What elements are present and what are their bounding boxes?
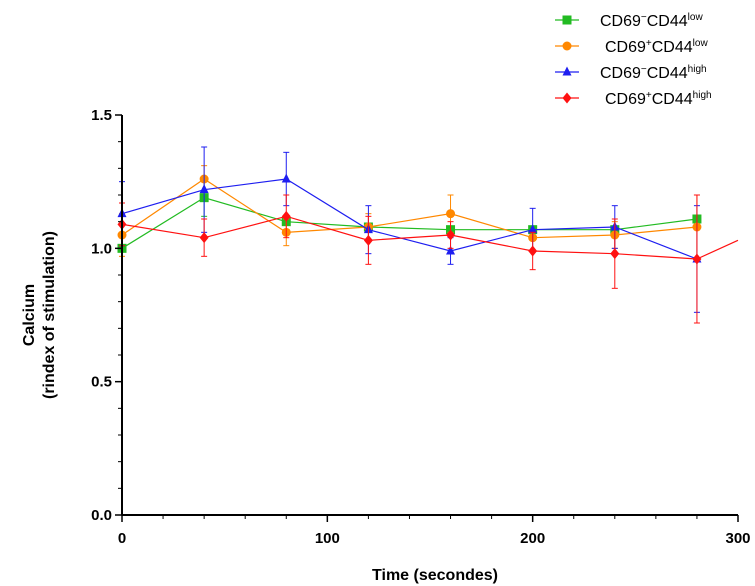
legend-superscript: + <box>646 90 652 101</box>
legend-text: CD69 <box>600 13 641 30</box>
legend-item-1: CD69−CD44low <box>555 12 703 30</box>
data-point <box>281 210 291 222</box>
x-tick-label: 300 <box>725 530 750 547</box>
y-tick-label: 0.0 <box>91 507 112 524</box>
legend-superscript: low <box>693 38 709 49</box>
data-point <box>528 245 538 257</box>
legend-text: CD69 <box>605 91 646 108</box>
y-axis-title: Calcium (rindex of stimulation) <box>21 231 58 399</box>
legend: CD69−CD44lowCD69+CD44lowCD69−CD44highCD6… <box>555 12 712 108</box>
y-axis-title-line1: Calcium <box>21 284 38 346</box>
legend-marker <box>562 15 572 25</box>
series-line <box>121 178 698 260</box>
legend-text: CD69 <box>605 39 646 56</box>
data-point <box>446 229 456 241</box>
legend-item-3: CD69−CD44high <box>555 64 707 82</box>
x-tick-label: 0 <box>118 530 126 547</box>
data-point <box>363 234 373 246</box>
series-2 <box>117 165 702 260</box>
series-line <box>121 197 698 249</box>
legend-superscript: − <box>641 12 647 23</box>
legend-text: CD44 <box>647 13 688 30</box>
legend-superscript: high <box>688 64 707 75</box>
legend-label: CD69−CD44high <box>600 64 707 82</box>
data-point <box>446 245 456 255</box>
series-4-tail <box>696 239 739 260</box>
legend-text: CD69 <box>600 65 641 82</box>
data-point <box>281 173 291 183</box>
legend-label: CD69−CD44low <box>600 12 703 30</box>
series-line <box>121 215 697 260</box>
legend-text: CD44 <box>652 91 693 108</box>
legend-item-4: CD69+CD44high <box>555 90 712 108</box>
legend-label: CD69+CD44high <box>605 90 712 108</box>
legend-label: CD69+CD44low <box>605 38 708 56</box>
data-point <box>528 224 538 234</box>
data-point <box>610 248 620 260</box>
y-tick-label: 1.5 <box>91 107 112 124</box>
legend-superscript: + <box>646 38 652 49</box>
legend-item-2: CD69+CD44low <box>555 38 708 56</box>
legend-superscript: low <box>688 12 704 23</box>
legend-superscript: high <box>693 90 712 101</box>
y-axis-title-line2: (rindex of stimulation) <box>41 231 58 399</box>
legend-text: CD44 <box>652 39 693 56</box>
legend-marker <box>562 41 572 51</box>
y-tick-label: 0.5 <box>91 374 112 391</box>
legend-superscript: − <box>641 64 647 75</box>
y-tick-label: 1.0 <box>91 240 112 257</box>
data-point <box>199 184 209 194</box>
series-4 <box>117 194 702 324</box>
data-point <box>199 232 209 244</box>
legend-marker <box>562 66 572 76</box>
legend-marker <box>562 92 572 104</box>
plot-area <box>117 146 739 324</box>
series-3 <box>117 146 702 313</box>
legend-text: CD44 <box>647 65 688 82</box>
axes: 0.0 0.5 1.0 1.5 0 100 200 300 <box>91 107 750 547</box>
x-axis-title: Time (secondes) <box>372 567 498 584</box>
x-tick-label: 100 <box>315 530 340 547</box>
data-point <box>446 209 456 219</box>
x-tick-label: 200 <box>520 530 545 547</box>
